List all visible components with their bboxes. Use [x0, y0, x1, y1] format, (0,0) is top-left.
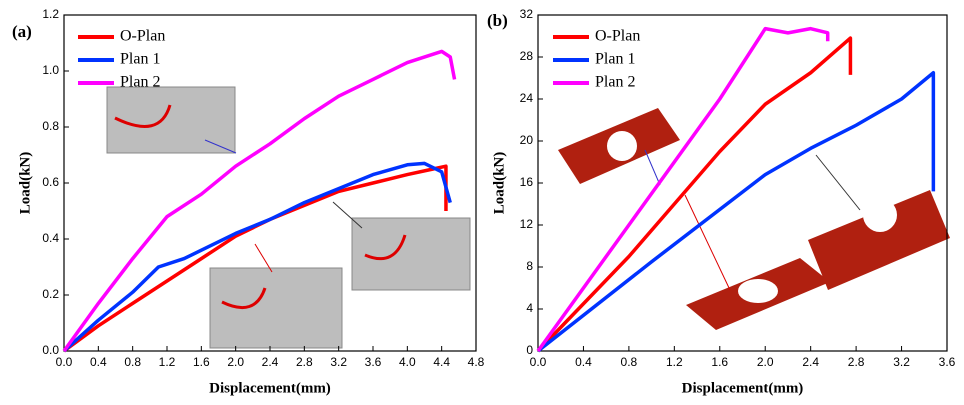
- y-tick-label: 1.0: [42, 63, 59, 77]
- y-tick-label: 4: [526, 301, 533, 315]
- y-tick-label: 0.2: [42, 287, 59, 301]
- y-tick-label: 8: [526, 259, 533, 273]
- legend-label: Plan 1: [120, 51, 160, 68]
- figure: 0.0 0.4 0.8 1.2 1.6 2.0 2.4 2.8 3.2 3.6 4.0 4.4 4.8 0…: [0, 0, 964, 405]
- legend-label: O-Plan: [120, 28, 165, 45]
- x-tick-label: 2.4: [262, 355, 279, 369]
- x-tick-label: 2.0: [757, 355, 774, 369]
- inset-a: [107, 87, 470, 348]
- y-tick-label: 1.2: [42, 7, 59, 21]
- y-tick-label: 0.8: [42, 119, 59, 133]
- x-axis-label: Displacement(mm): [209, 380, 331, 396]
- x-tick-label: 2.0: [227, 355, 244, 369]
- x-tick-label: 4.0: [399, 355, 416, 369]
- panel-label: (b): [487, 11, 508, 30]
- x-tick-label: 0.8: [621, 355, 638, 369]
- y-tick-label: 20: [520, 133, 534, 147]
- y-tick-label: 0.6: [42, 175, 59, 189]
- x-tick-label: 1.6: [193, 355, 210, 369]
- y-tick-label: 24: [520, 91, 534, 105]
- y-tick-label: 0.4: [42, 231, 59, 245]
- x-tick-label: 0.4: [575, 355, 592, 369]
- legend-label: Plan 2: [120, 74, 160, 91]
- y-tick-label: 0.0: [42, 343, 59, 357]
- series-line: [538, 29, 828, 351]
- x-tick-label: 0.8: [124, 355, 141, 369]
- x-tick-label: 2.4: [802, 355, 819, 369]
- y-tick-label: 16: [520, 175, 534, 189]
- x-tick-label: 0.0: [56, 355, 73, 369]
- inset-b: [558, 108, 950, 330]
- y-tick-label: 12: [520, 217, 534, 231]
- x-tick-label: 4.4: [433, 355, 450, 369]
- x-tick-label: 3.2: [893, 355, 910, 369]
- x-tick-label: 2.8: [296, 355, 313, 369]
- legend-label: O-Plan: [595, 28, 640, 45]
- legend-label: Plan 2: [595, 74, 635, 91]
- x-tick-label: 3.6: [939, 355, 956, 369]
- x-tick-label: 4.8: [468, 355, 485, 369]
- x-tick-label: 0.4: [90, 355, 107, 369]
- x-tick-label: 1.2: [666, 355, 683, 369]
- y-tick-label: 28: [520, 49, 534, 63]
- x-tick-label: 0.0: [530, 355, 547, 369]
- legend-label: Plan 1: [595, 51, 635, 68]
- panel-label: (a): [12, 22, 32, 41]
- x-tick-label: 1.6: [711, 355, 728, 369]
- x-tick-label: 2.8: [848, 355, 865, 369]
- y-tick-label: 0: [526, 343, 533, 357]
- x-axis-label: Displacement(mm): [682, 380, 804, 396]
- y-axis-label: Load(kN): [491, 152, 507, 215]
- x-tick-label: 3.2: [330, 355, 347, 369]
- y-tick-label: 32: [520, 7, 534, 21]
- y-axis-label: Load(kN): [17, 152, 33, 215]
- x-tick-label: 1.2: [159, 355, 176, 369]
- x-tick-label: 3.6: [365, 355, 382, 369]
